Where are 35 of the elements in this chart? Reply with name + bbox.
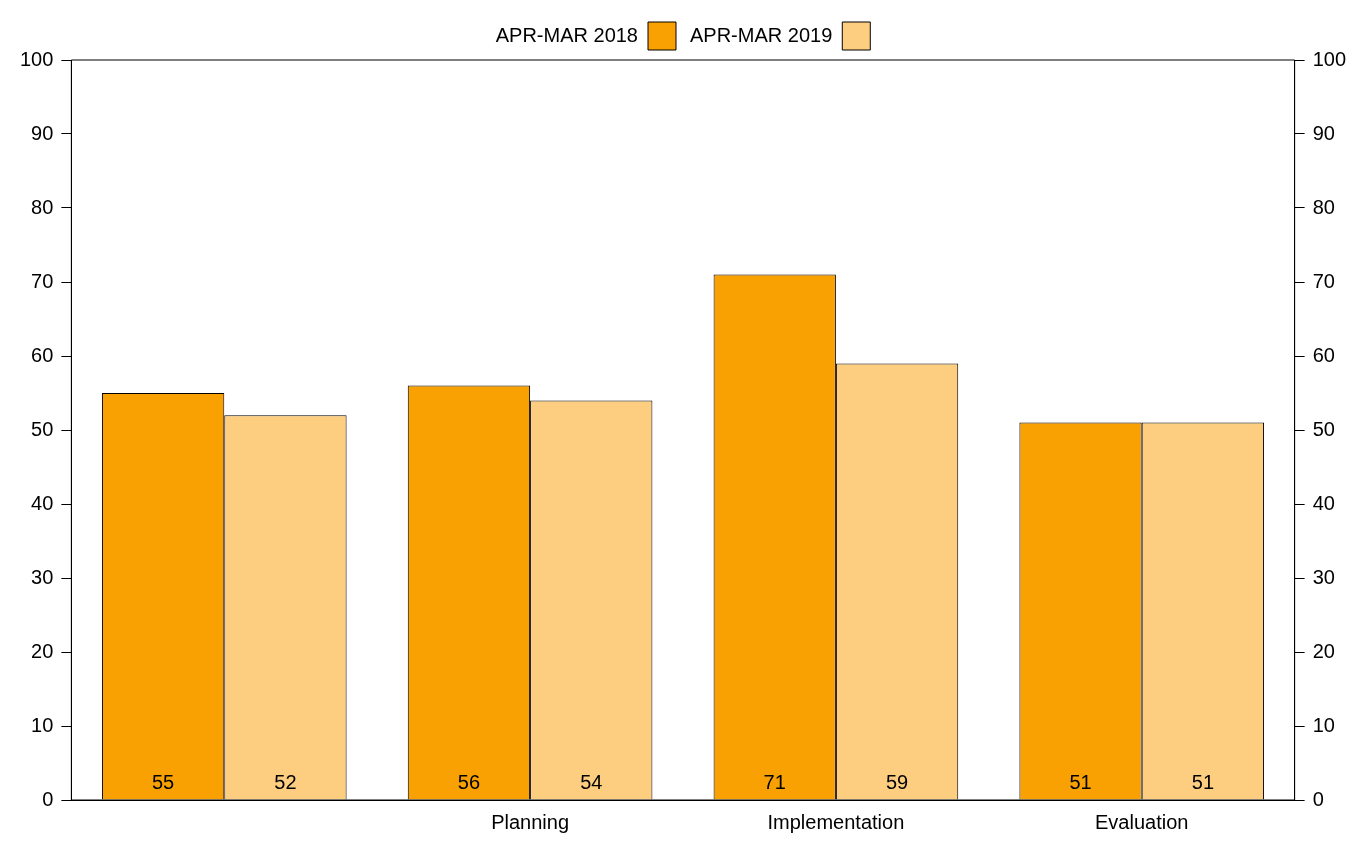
y-tick-label: 60: [31, 343, 54, 366]
y2-tick-label: 60: [1312, 343, 1335, 366]
data-label: 59: [885, 771, 909, 794]
data-label: 54: [580, 771, 603, 794]
y-tick-label: 100: [19, 47, 54, 70]
y2-tick-label: 10: [1312, 713, 1335, 736]
legend-label: APR-MAR 2019: [689, 23, 833, 46]
y-tick-label: 90: [31, 121, 54, 144]
data-label: 55: [151, 771, 175, 794]
x-tick-label: Implementation: [767, 810, 905, 833]
y2-tick-label: 20: [1312, 639, 1335, 662]
y-tick-label: 10: [31, 713, 54, 736]
y-tick-label: 50: [31, 417, 54, 440]
y-tick-label: 30: [31, 565, 54, 588]
y2-tick-label: 50: [1312, 417, 1335, 440]
data-label: 51: [1191, 771, 1215, 794]
x-tick-label: Evaluation: [1095, 810, 1189, 833]
y2-tick-label: 80: [1312, 195, 1335, 218]
x-tick-label: Planning: [491, 810, 570, 833]
y-tick-label: 80: [31, 195, 54, 218]
y-tick-label: 0: [42, 787, 54, 810]
data-label: 71: [763, 771, 786, 794]
y2-tick-label: 0: [1312, 787, 1324, 810]
y2-tick-label: 30: [1312, 565, 1335, 588]
y2-tick-label: 70: [1312, 269, 1335, 292]
y2-tick-label: 100: [1312, 47, 1347, 70]
y-tick-label: 20: [31, 639, 54, 662]
data-label: 52: [274, 771, 297, 794]
data-label: 51: [1069, 771, 1092, 794]
y2-tick-label: 40: [1312, 491, 1335, 514]
y-tick-label: 70: [31, 269, 54, 292]
legend-label: APR-MAR 2018: [495, 23, 638, 46]
y-tick-label: 40: [31, 491, 54, 514]
y2-tick-label: 90: [1312, 121, 1335, 144]
data-label: 56: [457, 771, 481, 794]
